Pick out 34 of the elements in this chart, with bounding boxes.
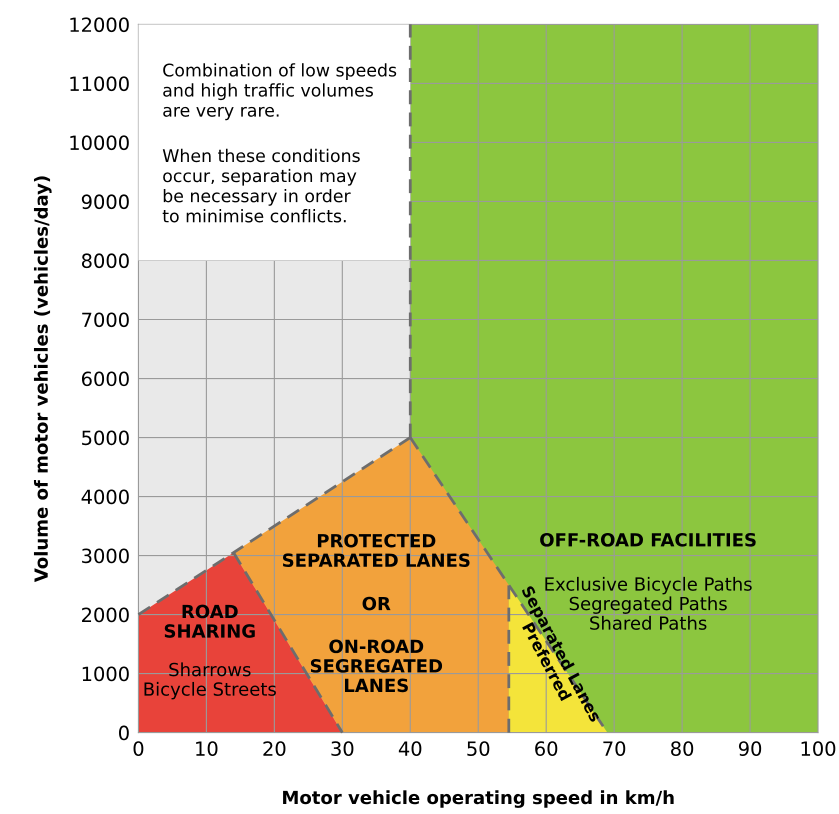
annotation: When these conditions occur, separation may be necessary in order to minimise conflicts. [162, 148, 360, 222]
y-tick-label: 0 [119, 726, 129, 740]
y-tick-label: 11000 [70, 76, 129, 92]
x-tick-label: 20 [263, 741, 286, 756]
y-tick-label: 9000 [82, 194, 129, 210]
y-tick-label: 6000 [82, 371, 129, 386]
y-tick-label: 8000 [82, 253, 129, 268]
annotation: Sharrows Bicycle Streets [144, 662, 276, 700]
y-tick-label: 10000 [70, 135, 129, 150]
annotation: Combination of low speeds and high traffic volumes are very rare. [163, 63, 396, 120]
x-tick-label: 60 [535, 741, 558, 756]
annotation: ROAD SHARING [164, 604, 255, 638]
x-tick-label: 70 [603, 741, 626, 756]
x-axis-title: Motor vehicle operating speed in km/h [283, 790, 674, 808]
annotation: OR [362, 596, 391, 610]
y-tick-label: 4000 [82, 489, 129, 504]
x-tick-label: 50 [467, 741, 490, 756]
annotation: OFF-ROAD FACILITIES [540, 532, 756, 547]
x-tick-label: 90 [738, 741, 762, 756]
y-axis-title: Volume of motor vehicles (vehicles/day) [34, 176, 52, 582]
annotation: ON-ROAD SEGREGATED LANES [310, 639, 442, 692]
x-tick-label: 0 [134, 741, 144, 756]
y-tick-label: 7000 [82, 312, 129, 328]
x-tick-label: 10 [196, 741, 218, 756]
annotation: PROTECTED SEPARATED LANES [282, 534, 470, 568]
x-tick-label: 40 [398, 741, 422, 756]
x-tick-label: 100 [802, 741, 836, 756]
x-tick-label: 80 [671, 741, 694, 756]
y-tick-label: 1000 [82, 666, 129, 682]
y-tick-label: 5000 [82, 430, 129, 446]
y-tick-label: 12000 [70, 17, 129, 32]
y-tick-label: 2000 [82, 608, 129, 622]
y-tick-label: 3000 [82, 548, 129, 564]
x-tick-label: 30 [331, 741, 354, 756]
